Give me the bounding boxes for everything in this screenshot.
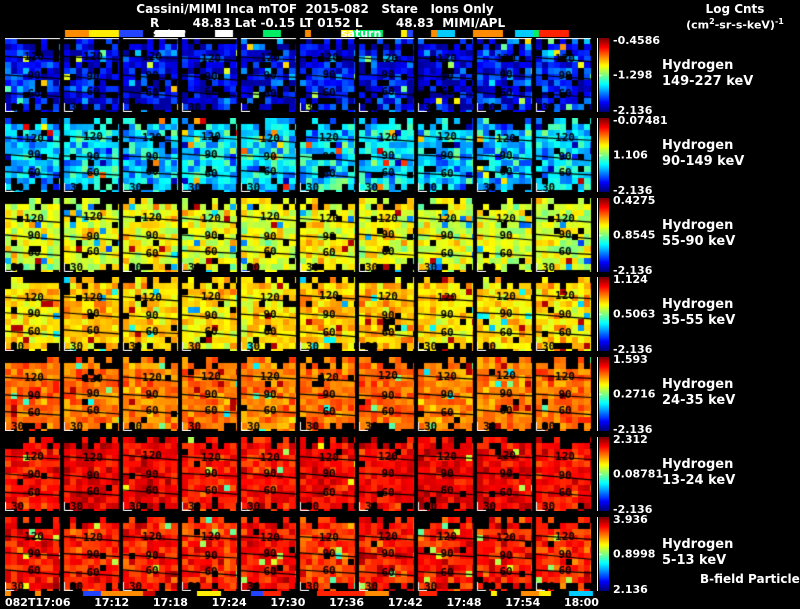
spectrogram-panel-55-90-keV: 0.4275 0.8545 -2.136 Hydrogen 55-90 keV [5, 194, 800, 277]
panel-species-label: Hydrogen [662, 377, 734, 392]
time-tick-label: 17:18 [152, 596, 188, 609]
time-tick-label: 17:54 [505, 596, 541, 609]
colorbar-gradient [599, 357, 609, 431]
panel-label: Hydrogen 13-24 keV [662, 457, 735, 489]
spectrogram-panel-90-149-keV: -0.07481 1.106 -2.136 Hydrogen 90-149 keV [5, 114, 800, 197]
colorbar-tick-bottom: -2.136 [613, 104, 653, 117]
panel-colorbar [597, 38, 609, 112]
time-tick-label: 17:48 [446, 596, 482, 609]
panel-label: Hydrogen 35-55 keV [662, 297, 735, 329]
panel-energy-range-label: 35-55 keV [662, 313, 736, 328]
panel-colorbar [597, 198, 609, 272]
panel-energy-range-label: 55-90 keV [662, 234, 736, 249]
colorbar-title-block: Log Cnts (cm2-sr-s-keV)-1 [660, 2, 800, 32]
colorbar-tick-top: 1.593 [613, 353, 648, 366]
unit-exponent-1: 2 [709, 17, 715, 26]
panel-heatmap [5, 277, 595, 351]
panel-energy-range-label: 149-227 keV [662, 74, 754, 89]
colorbar-tick-bottom: -2.136 [613, 343, 653, 356]
time-tick-label: 17:36 [329, 596, 365, 609]
bfield-flow-strip-top [5, 30, 595, 37]
panel-colorbar [597, 277, 609, 351]
colorbar-tick-bottom: -2.136 [613, 503, 653, 516]
time-tick-label: 17:24 [211, 596, 247, 609]
panel-heatmap [5, 357, 595, 431]
panel-label: Hydrogen 90-149 keV [662, 138, 744, 170]
colorbar-tick-bottom: -2.136 [613, 264, 653, 277]
spectrogram-panel-149-227-keV: -0.4586 -1.298 -2.136 Hydrogen 149-227 keV [5, 34, 800, 117]
spectrogram-panel-24-35-keV: 1.593 0.2716 -2.136 Hydrogen 24-35 keV [5, 353, 800, 436]
colorbar-tick-top: 3.936 [613, 513, 648, 526]
colorbar-tick-mid: 0.2716 [613, 387, 656, 401]
colorbar-tick-top: -0.07481 [613, 114, 668, 127]
panel-label: Hydrogen 24-35 keV [662, 377, 735, 409]
panel-species-label: Hydrogen [662, 138, 734, 153]
time-tick-label: 18:00 [563, 596, 599, 609]
colorbar-gradient [599, 198, 609, 272]
panel-colorbar [597, 437, 609, 511]
colorbar-units: (cm2-sr-s-keV)-1 [660, 17, 800, 32]
colorbar-tick-bottom: -2.136 [613, 423, 653, 436]
panel-colorbar [597, 118, 609, 192]
plot-title: Cassini/MIMI Inca mTOF 2015-082 Stare Io… [136, 2, 494, 16]
saturn-direction-label-1: satur [153, 27, 186, 40]
panel-energy-range-label: 13-24 keV [662, 473, 736, 488]
time-axis: 082T17:06 17:12 17:18 17:24 17:30 17:36 17:42 1… [5, 596, 599, 609]
colorbar-tick-bottom: -2.136 [613, 184, 653, 197]
panel-heatmap [5, 118, 595, 192]
panel-colorbar [597, 517, 609, 591]
panel-label: Hydrogen 55-90 keV [662, 218, 735, 250]
colorbar-tick-bottom: 2.136 [613, 583, 648, 596]
colorbar-tick-top: 0.4275 [613, 194, 656, 207]
colorbar-gradient [599, 38, 609, 112]
unit-text-2: -sr-s-keV) [714, 18, 775, 32]
panel-species-label: Hydrogen [662, 457, 734, 472]
panel-species-label: Hydrogen [662, 218, 734, 233]
colorbar-tick-mid: 0.8545 [613, 228, 656, 242]
panel-energy-range-label: 24-35 keV [662, 393, 736, 408]
panel-energy-range-label: 90-149 keV [662, 154, 745, 169]
colorbar-tick-mid: 0.8998 [613, 547, 656, 561]
colorbar-tick-top: 2.312 [613, 433, 648, 446]
panel-heatmap [5, 517, 595, 591]
time-tick-label: 17:12 [94, 596, 130, 609]
spectrogram-panel-5-13-keV: 3.936 0.8998 2.136 Hydrogen 5-13 keV [5, 513, 800, 596]
saturn-direction-label-2: saturn [341, 27, 382, 40]
panel-label: Hydrogen 5-13 keV [662, 537, 733, 569]
panel-heatmap [5, 198, 595, 272]
plot-subtitle: R 48.83 Lat -0.15 LT 0152 L 48.83 MIMI/A… [150, 16, 506, 30]
panel-label: Hydrogen 149-227 keV [662, 58, 753, 90]
panel-species-label: Hydrogen [662, 297, 734, 312]
colorbar-tick-mid: 0.5063 [613, 307, 656, 321]
spectrogram-panel-13-24-keV: 2.312 0.08781 -2.136 Hydrogen 13-24 keV [5, 433, 800, 516]
time-tick-label: 17:30 [270, 596, 306, 609]
colorbar-tick-top: 1.124 [613, 273, 648, 286]
colorbar-gradient [599, 437, 609, 511]
panel-colorbar [597, 357, 609, 431]
panel-heatmap [5, 437, 595, 511]
colorbar-tick-mid: 1.106 [613, 148, 648, 162]
time-tick-label: 17:42 [387, 596, 423, 609]
unit-exponent-2: -1 [774, 17, 784, 26]
colorbar-tick-mid: -1.298 [613, 68, 653, 82]
colorbar-gradient [599, 118, 609, 192]
bfield-flow-strip-bottom [5, 591, 595, 596]
colorbar-title: Log Cnts [705, 2, 765, 16]
bfield-flow-label: B-field Particle Flow [700, 572, 800, 586]
panel-energy-range-label: 5-13 keV [662, 553, 727, 568]
colorbar-tick-top: -0.4586 [613, 34, 661, 47]
time-tick-label: 082T17:06 [5, 596, 71, 609]
colorbar-gradient [599, 277, 609, 351]
panel-species-label: Hydrogen [662, 537, 734, 552]
colorbar-gradient [599, 517, 609, 591]
panel-heatmap [5, 38, 595, 112]
spectrogram-panel-35-55-keV: 1.124 0.5063 -2.136 Hydrogen 35-55 keV [5, 273, 800, 356]
colorbar-tick-mid: 0.08781 [613, 467, 664, 481]
panel-species-label: Hydrogen [662, 58, 734, 73]
unit-text-1: (cm [686, 18, 710, 32]
